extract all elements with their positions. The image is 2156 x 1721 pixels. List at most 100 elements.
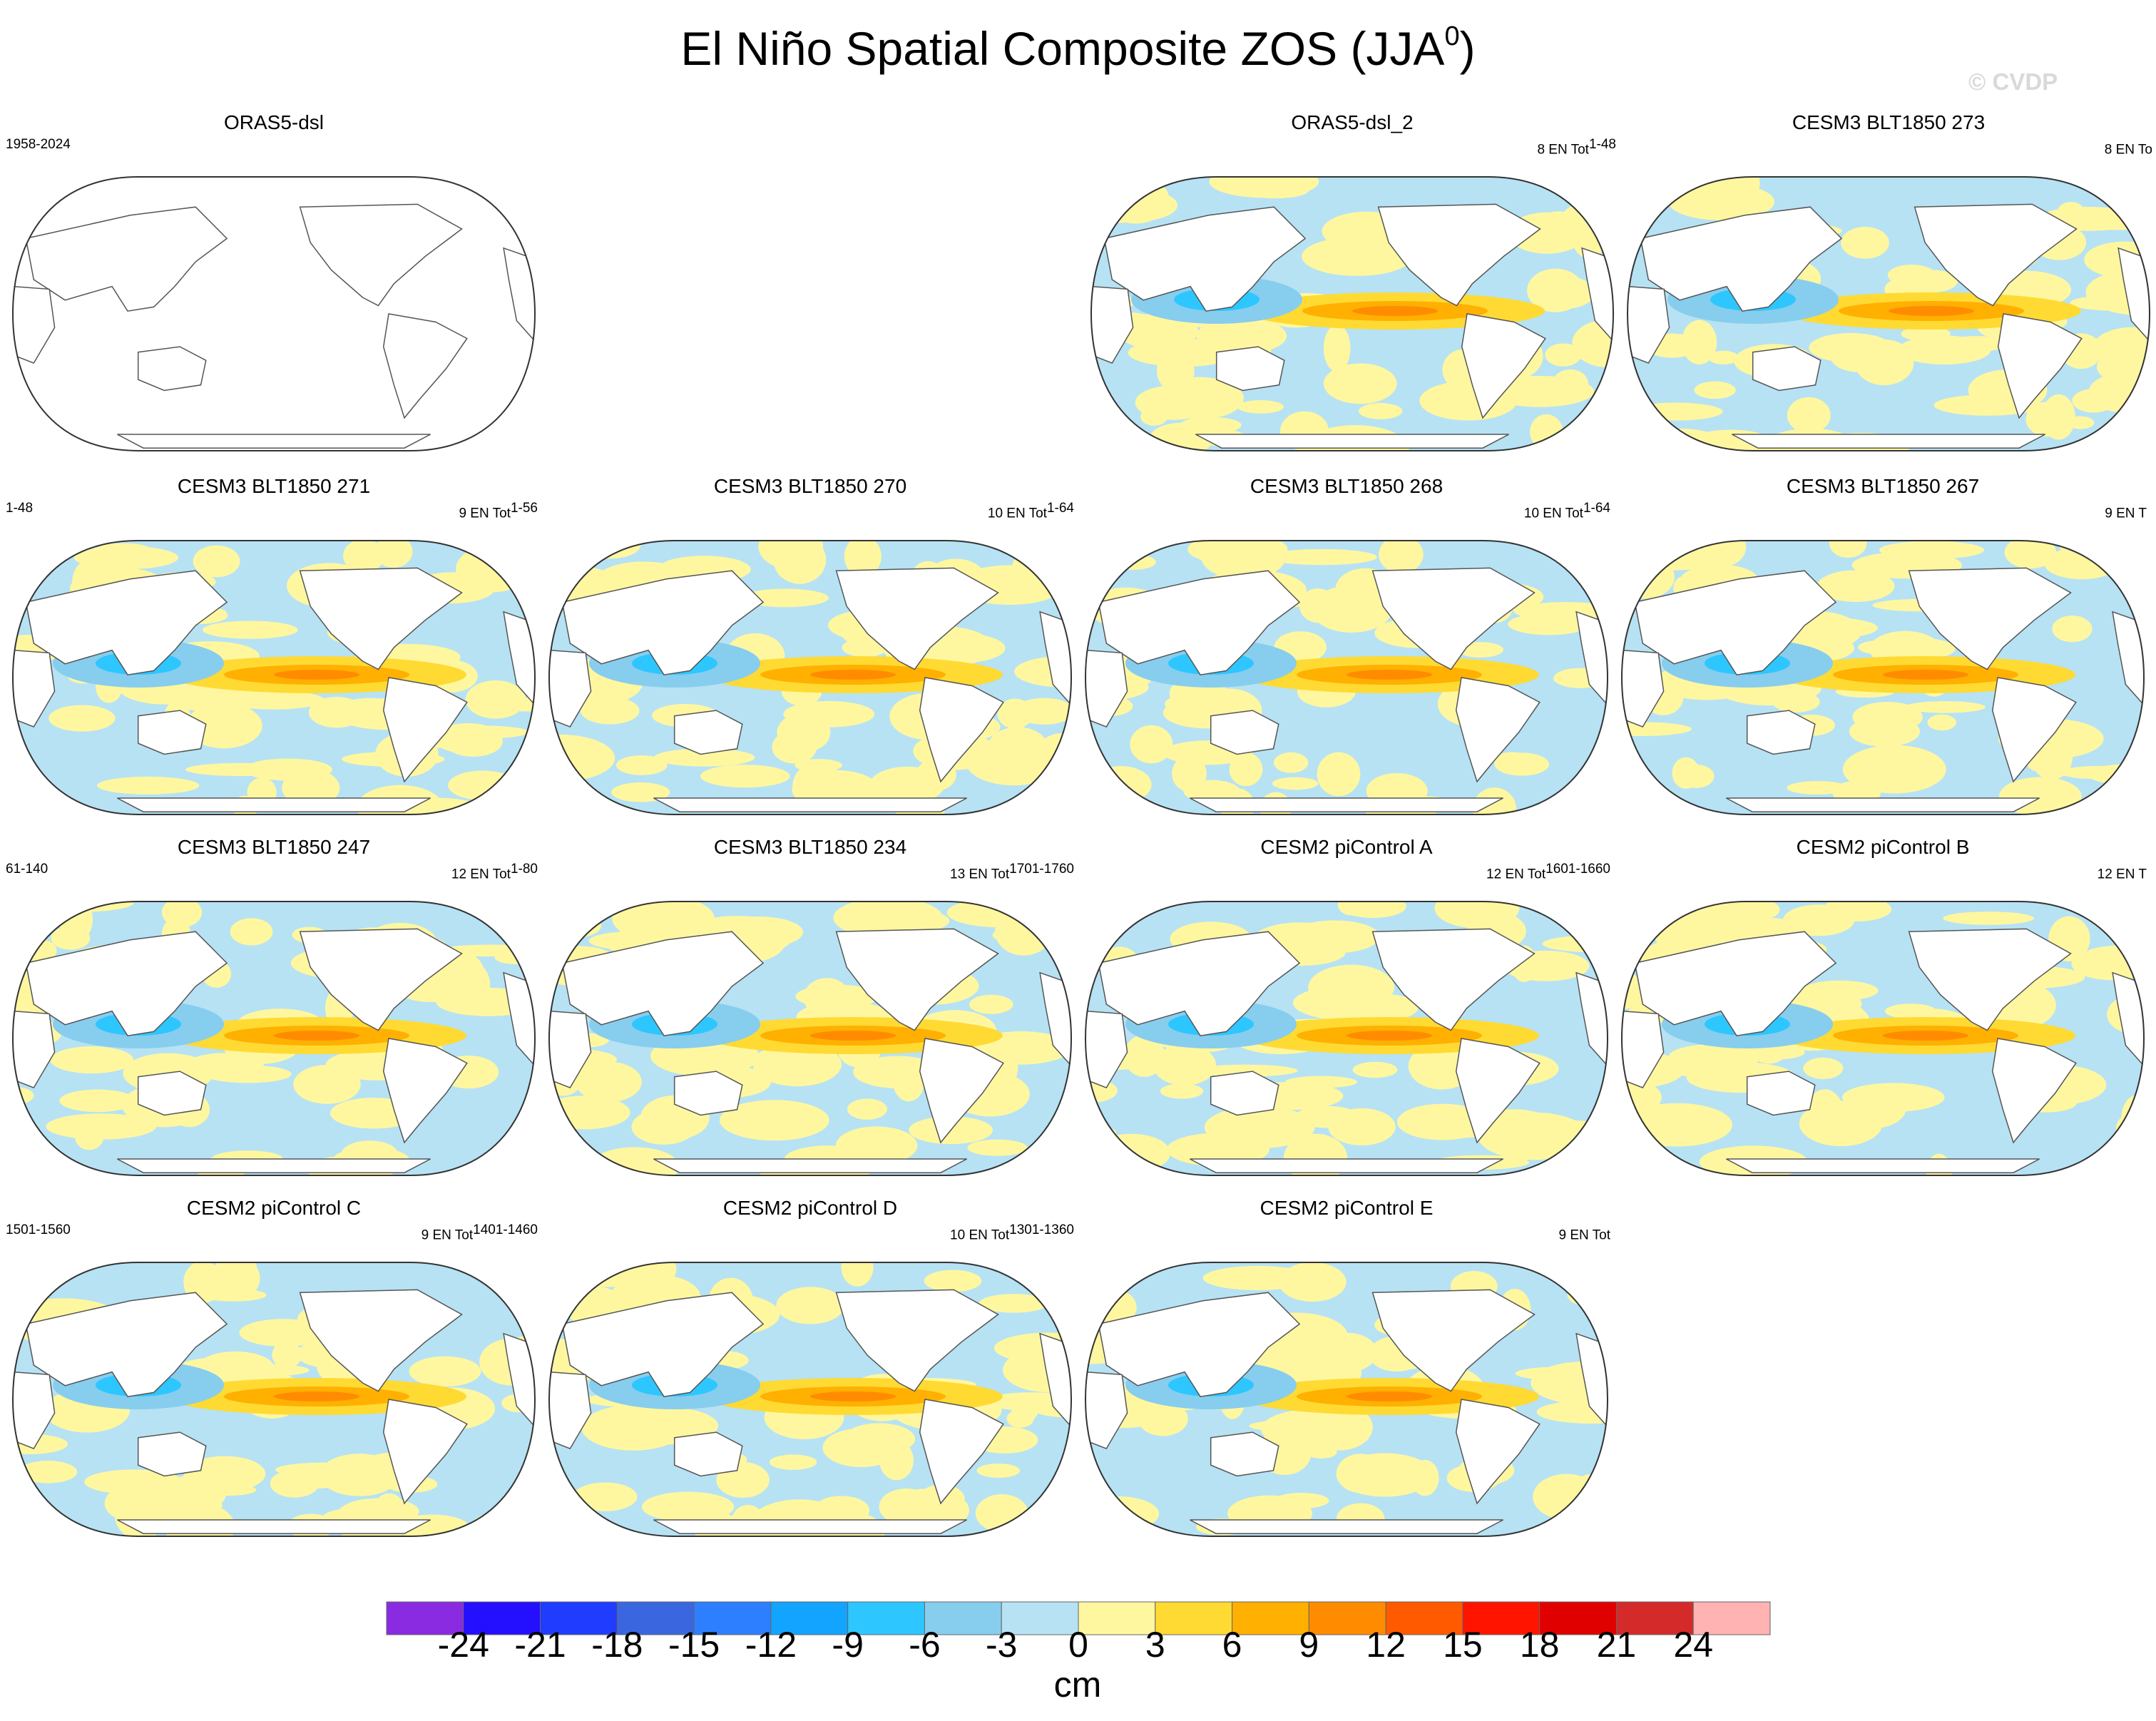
- positive-anomaly-patch: [1672, 757, 1700, 790]
- land-mass: [549, 1010, 592, 1089]
- positive-anomaly-patch: [1622, 1103, 1733, 1147]
- field-layer: [549, 541, 1071, 814]
- positive-anomaly-patch: [1337, 971, 1384, 985]
- positive-anomaly-patch: [1328, 1108, 1396, 1145]
- land-mass: [503, 247, 535, 343]
- positive-anomaly-patch: [1008, 1519, 1038, 1536]
- positive-anomaly-patch: [1179, 417, 1242, 434]
- positive-anomaly-patch: [1787, 781, 1849, 795]
- positive-anomaly-patch: [975, 1494, 1028, 1533]
- panel-event-count: 9 EN Tot1401-1460: [422, 1222, 538, 1243]
- map-projection: [1084, 540, 1609, 815]
- map-projection: [1084, 901, 1609, 1176]
- positive-anomaly-patch: [1358, 403, 1403, 419]
- map-outline: [548, 1262, 1073, 1537]
- land-mass: [1640, 206, 1843, 312]
- next-period-superscript: 1-56: [510, 501, 538, 516]
- positive-anomaly-patch: [1841, 226, 1889, 259]
- land-mass: [137, 1071, 207, 1116]
- panel-period-label: 61-140: [6, 862, 48, 877]
- event-count-text: 10 EN Tot: [987, 506, 1047, 521]
- land-mass: [835, 567, 999, 670]
- positive-anomaly-patch: [1545, 343, 1582, 367]
- event-count-text: 8 EN To: [2104, 142, 2152, 158]
- el-nino-tongue: [1347, 1031, 1432, 1041]
- map-panel: CESM3 BLT1850 267 9 EN T: [1615, 474, 2151, 830]
- positive-anomaly-patch: [2098, 1150, 2144, 1168]
- land-mass: [919, 1399, 1004, 1505]
- positive-anomaly-patch: [1904, 701, 1986, 713]
- positive-anomaly-patch: [1799, 1100, 1883, 1147]
- map-panel: CESM3 BLT1850 234 13 EN Tot1701-1760: [542, 834, 1078, 1191]
- positive-anomaly-patch: [1352, 1061, 1398, 1078]
- positive-anomaly-patch: [448, 770, 518, 800]
- event-count-text: 13 EN Tot: [950, 867, 1010, 882]
- land-mass: [561, 1292, 765, 1398]
- land-mass: [382, 677, 468, 783]
- positive-anomaly-patch: [573, 1482, 638, 1511]
- positive-anomaly-patch: [776, 1287, 845, 1324]
- positive-anomaly-patch: [1943, 911, 2034, 925]
- positive-anomaly-patch: [1302, 237, 1413, 276]
- positive-anomaly-patch: [1165, 693, 1231, 716]
- el-nino-tongue: [1889, 306, 1974, 316]
- event-count-text: 12 EN Tot: [1486, 867, 1546, 882]
- colorbar-tick: -6: [909, 1625, 941, 1665]
- field-layer: [1622, 902, 2144, 1175]
- map-projection: [548, 901, 1073, 1176]
- land-mass: [1997, 313, 2083, 419]
- land-mass: [1732, 434, 2045, 449]
- positive-anomaly-patch: [1572, 319, 1613, 368]
- land-mass: [1190, 1519, 1503, 1534]
- land-mass: [1634, 570, 1837, 676]
- positive-anomaly-patch: [230, 1262, 257, 1288]
- positive-anomaly-patch: [1858, 640, 1903, 655]
- positive-anomaly-patch: [1513, 602, 1608, 621]
- map-projection: [1626, 176, 2151, 451]
- positive-anomaly-patch: [966, 737, 1062, 786]
- land-mass: [1622, 649, 1665, 728]
- colorbar-tick: 3: [1145, 1625, 1165, 1665]
- map-panel: CESM3 BLT1850 273 8 EN To: [1620, 110, 2156, 466]
- positive-anomaly-patch: [2025, 402, 2070, 437]
- event-count-text: 10 EN Tot: [1523, 506, 1583, 521]
- positive-anomaly-patch: [1535, 211, 1582, 247]
- colorbar-tick: 18: [1519, 1625, 1560, 1665]
- positive-anomaly-patch: [1411, 1459, 1439, 1496]
- positive-anomaly-patch: [1533, 1474, 1601, 1520]
- land-mass: [13, 1010, 56, 1089]
- field-layer: [13, 1262, 535, 1536]
- positive-anomaly-patch: [979, 1294, 1049, 1313]
- map-panel: CESM2 piControl A 12 EN Tot1601-1660: [1078, 834, 1615, 1191]
- positive-anomaly-patch: [1817, 570, 1895, 602]
- land-mass: [1726, 1158, 2040, 1173]
- panel-event-count: 10 EN Tot1-64: [988, 501, 1074, 521]
- positive-anomaly-patch: [1742, 1045, 1805, 1060]
- map-projection: [1090, 176, 1615, 451]
- next-period-superscript: 1701-1760: [1009, 862, 1074, 877]
- panel-period-label: 1501-1560: [6, 1222, 71, 1237]
- land-mass: [835, 1289, 999, 1392]
- land-mass: [13, 649, 56, 728]
- map-outline: [1084, 901, 1609, 1176]
- land-mass: [25, 931, 228, 1037]
- field-layer: [1628, 177, 2150, 451]
- map-panel: CESM3 BLT1850 270 10 EN Tot1-64: [542, 474, 1078, 830]
- field-layer: [1085, 541, 1608, 814]
- panel-event-count: 10 EN Tot1-64: [1524, 501, 1610, 521]
- positive-anomaly-patch: [50, 1046, 134, 1074]
- positive-anomaly-patch: [1128, 338, 1237, 367]
- positive-anomaly-patch: [1085, 1496, 1160, 1532]
- land-mass: [382, 1399, 468, 1505]
- panel-event-count: 12 EN Tot1601-1660: [1486, 862, 1610, 882]
- land-mass: [299, 1289, 463, 1392]
- positive-anomaly-patch: [1140, 407, 1168, 426]
- land-mass: [1628, 285, 1670, 364]
- land-mass: [382, 1038, 468, 1144]
- land-mass: [117, 434, 431, 449]
- positive-anomaly-patch: [1318, 1332, 1377, 1372]
- positive-anomaly-patch: [2092, 327, 2150, 370]
- positive-anomaly-patch: [611, 782, 670, 802]
- positive-anomaly-patch: [1160, 1083, 1204, 1099]
- positive-anomaly-patch: [1249, 1419, 1340, 1432]
